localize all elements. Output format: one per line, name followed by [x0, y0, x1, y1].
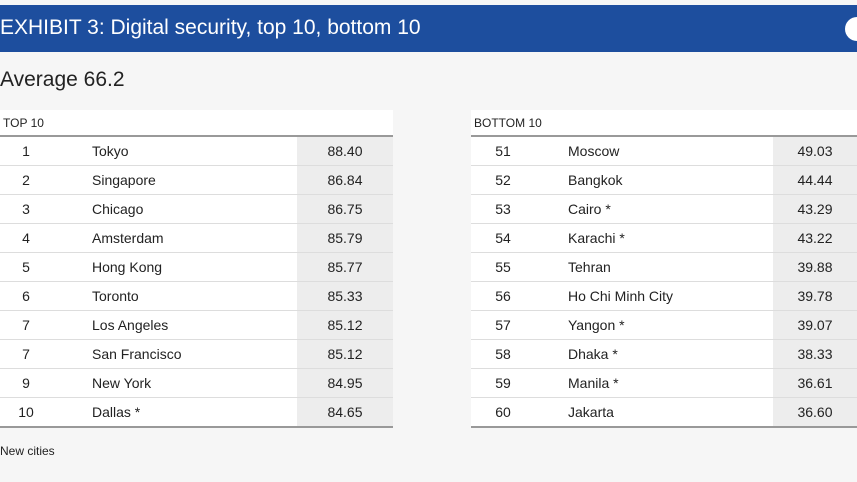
- table-row: 52 Bangkok 44.44: [471, 166, 857, 195]
- city: Moscow: [568, 143, 620, 159]
- city: Tehran: [568, 259, 611, 275]
- rank: 56: [495, 288, 511, 304]
- rank: 4: [22, 230, 30, 246]
- score: 39.88: [773, 253, 857, 281]
- table-row: 57 Yangon * 39.07: [471, 311, 857, 340]
- table-row: 5 Hong Kong 85.77: [0, 253, 393, 282]
- score: 44.44: [773, 166, 857, 194]
- footnote: New cities: [0, 444, 55, 458]
- score: 36.61: [773, 369, 857, 397]
- score: 85.12: [297, 311, 393, 339]
- score: 85.33: [297, 282, 393, 310]
- rank: 58: [495, 346, 511, 362]
- score: 38.33: [773, 340, 857, 368]
- header-bar: EXHIBIT 3: Digital security, top 10, bot…: [0, 5, 857, 52]
- score: 43.22: [773, 224, 857, 252]
- rank: 7: [22, 317, 30, 333]
- icon: [845, 17, 857, 41]
- table-row: 56 Ho Chi Minh City 39.78: [471, 282, 857, 311]
- city: Dhaka *: [568, 346, 618, 362]
- subtitle: Average 66.2: [0, 68, 125, 91]
- score: 84.65: [297, 398, 393, 426]
- rank: 10: [18, 404, 34, 420]
- table-row: 6 Toronto 85.33: [0, 282, 393, 311]
- rank: 1: [22, 143, 30, 159]
- table-row: 55 Tehran 39.88: [471, 253, 857, 282]
- score: 84.95: [297, 369, 393, 397]
- city: Toronto: [92, 288, 139, 304]
- city: Yangon *: [568, 317, 625, 333]
- table-row: 54 Karachi * 43.22: [471, 224, 857, 253]
- score: 49.03: [773, 137, 857, 165]
- table-row: 53 Cairo * 43.29: [471, 195, 857, 224]
- score: 43.29: [773, 195, 857, 223]
- rank: 53: [495, 201, 511, 217]
- score: 86.75: [297, 195, 393, 223]
- rank: 59: [495, 375, 511, 391]
- city: San Francisco: [92, 346, 182, 362]
- table-header: TOP 10: [0, 110, 393, 137]
- table-row: 2 Singapore 86.84: [0, 166, 393, 195]
- table-header: BOTTOM 10: [471, 110, 857, 137]
- score: 85.12: [297, 340, 393, 368]
- rank: 55: [495, 259, 511, 275]
- rank: 57: [495, 317, 511, 333]
- rank: 52: [495, 172, 511, 188]
- city: Cairo *: [568, 201, 611, 217]
- table-row: 1 Tokyo 88.40: [0, 137, 393, 166]
- city: Bangkok: [568, 172, 623, 188]
- score: 86.84: [297, 166, 393, 194]
- rank: 6: [22, 288, 30, 304]
- table: TOP 10 1 Tokyo 88.40 2 Singapore 86.84 3 Chicago…: [0, 110, 393, 428]
- rank: 3: [22, 201, 30, 217]
- rank: 2: [22, 172, 30, 188]
- rank: 9: [22, 375, 30, 391]
- city: Hong Kong: [92, 259, 163, 275]
- score: 85.77: [297, 253, 393, 281]
- rank: 5: [22, 259, 30, 275]
- city: Los Angeles: [92, 317, 169, 333]
- rank: 51: [495, 143, 511, 159]
- city: Dallas *: [92, 404, 141, 420]
- table-row: 58 Dhaka * 38.33: [471, 340, 857, 369]
- table-row: 3 Chicago 86.75: [0, 195, 393, 224]
- city: Singapore: [92, 172, 156, 188]
- table-row: 10 Dallas * 84.65: [0, 398, 393, 428]
- city: New York: [92, 375, 152, 391]
- table-row: 4 Amsterdam 85.79: [0, 224, 393, 253]
- city: Amsterdam: [92, 230, 164, 246]
- score: 85.79: [297, 224, 393, 252]
- score: 39.07: [773, 311, 857, 339]
- city: Karachi *: [568, 230, 625, 246]
- score: 36.60: [773, 398, 857, 426]
- rank: 60: [495, 404, 511, 420]
- city: Manila *: [568, 375, 619, 391]
- table-row: 9 New York 84.95: [0, 369, 393, 398]
- table-row: 60 Jakarta 36.60: [471, 398, 857, 428]
- rank: 54: [495, 230, 511, 246]
- city: Jakarta: [568, 404, 614, 420]
- table-row: 51 Moscow 49.03: [471, 137, 857, 166]
- score: 39.78: [773, 282, 857, 310]
- title: EXHIBIT 3: Digital security, top 10, bot…: [0, 16, 421, 39]
- score: 88.40: [297, 137, 393, 165]
- rank: 7: [22, 346, 30, 362]
- table-row: 59 Manila * 36.61: [471, 369, 857, 398]
- city: Chicago: [92, 201, 144, 217]
- city: Ho Chi Minh City: [568, 288, 674, 304]
- table-row: 7 San Francisco 85.12: [0, 340, 393, 369]
- table: BOTTOM 10 51 Moscow 49.03 52 Bangkok 44.44 53 Ca…: [471, 110, 857, 428]
- table-row: 7 Los Angeles 85.12: [0, 311, 393, 340]
- city: Tokyo: [92, 143, 129, 159]
